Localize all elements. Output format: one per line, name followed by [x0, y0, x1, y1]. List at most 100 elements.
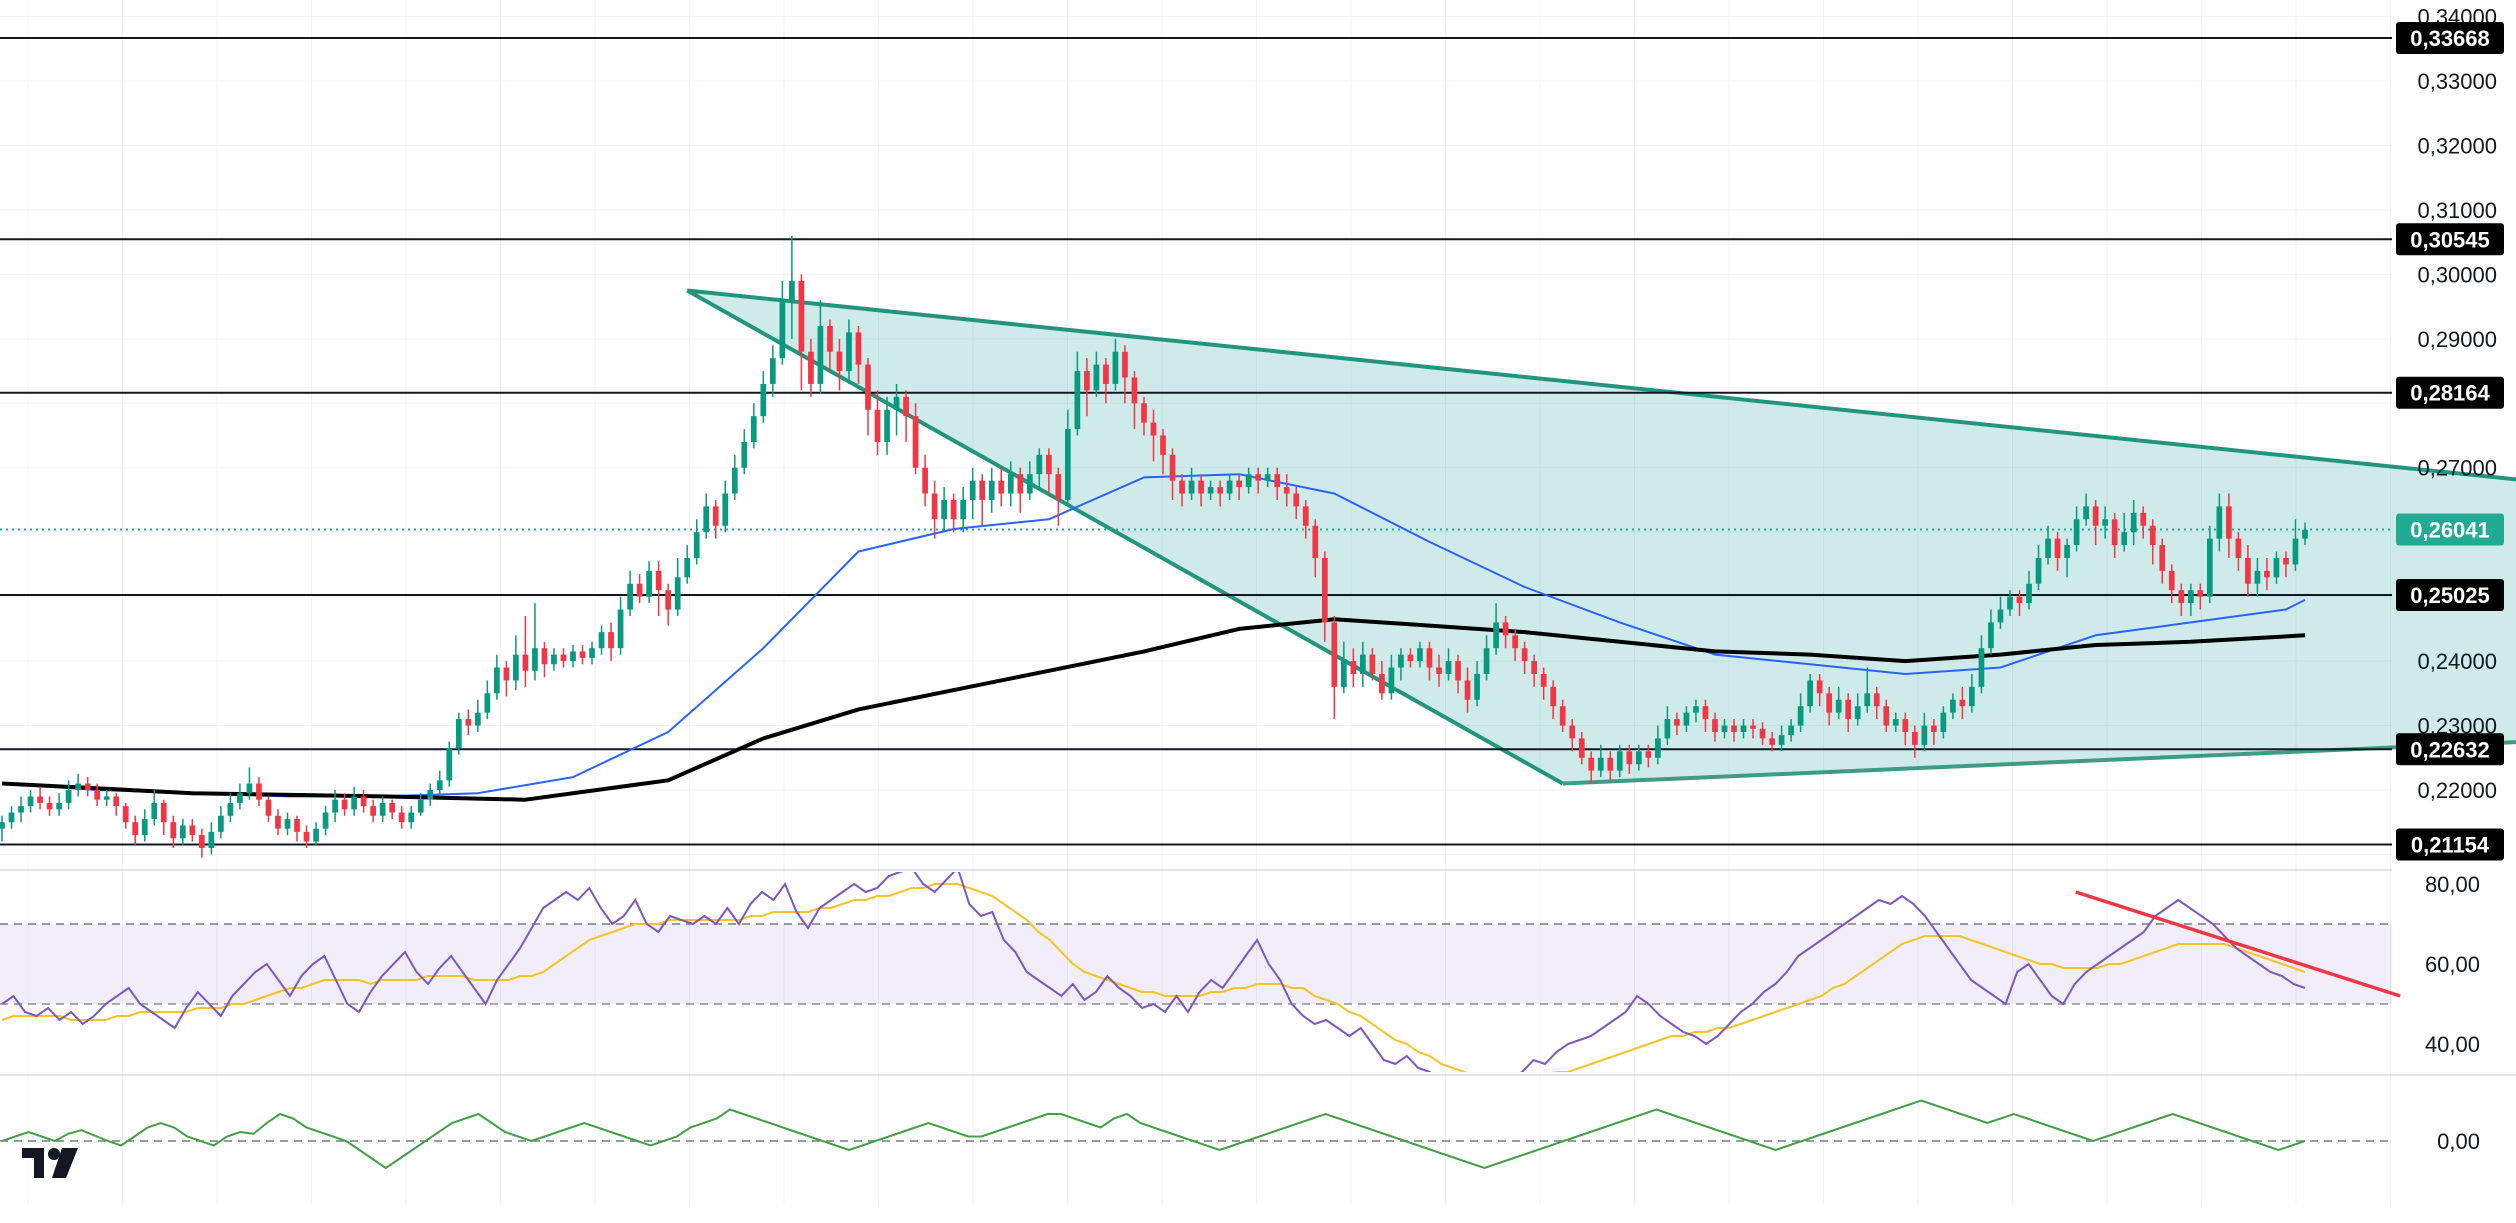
candle[interactable] [522, 615, 529, 687]
candle[interactable] [408, 806, 415, 829]
candle[interactable] [1731, 719, 1737, 742]
candle[interactable] [2073, 506, 2080, 552]
candle[interactable] [265, 796, 272, 823]
candle[interactable] [2102, 506, 2109, 539]
candle[interactable] [846, 319, 852, 384]
candle[interactable] [636, 574, 643, 604]
level-badge[interactable]: 0,28164 [2396, 376, 2504, 409]
candle[interactable] [532, 603, 538, 681]
candle[interactable] [2007, 590, 2013, 616]
candle[interactable] [513, 635, 519, 691]
candle[interactable] [1540, 667, 1547, 700]
candle[interactable] [1550, 680, 1557, 720]
candle[interactable] [1835, 686, 1842, 720]
candle[interactable] [712, 499, 719, 539]
candle[interactable] [370, 799, 376, 823]
rsi-lines[interactable] [1, 868, 2306, 1100]
candle[interactable] [827, 319, 833, 372]
candle[interactable] [998, 467, 1005, 507]
candle[interactable] [2083, 493, 2089, 526]
candle[interactable] [151, 789, 158, 826]
candle[interactable] [2302, 522, 2308, 546]
candle[interactable] [170, 815, 177, 848]
candle[interactable] [2264, 557, 2270, 591]
candle[interactable] [1759, 722, 1766, 745]
candle[interactable] [1464, 667, 1471, 713]
candle[interactable] [931, 480, 938, 539]
candle[interactable] [779, 280, 786, 365]
candle[interactable] [950, 493, 957, 533]
candle[interactable] [2111, 512, 2118, 558]
candle[interactable] [1892, 712, 1899, 732]
candle[interactable] [2016, 590, 2023, 616]
candle[interactable] [1531, 654, 1538, 687]
candle[interactable] [1693, 699, 1699, 723]
candle[interactable] [2197, 583, 2204, 610]
candle[interactable] [313, 822, 319, 845]
candle[interactable] [1160, 429, 1166, 475]
candle[interactable] [1350, 648, 1357, 687]
candle[interactable] [1702, 699, 1709, 732]
candle[interactable] [0, 815, 5, 842]
candle[interactable] [208, 822, 215, 855]
candle[interactable] [2159, 538, 2166, 584]
candle[interactable] [1950, 693, 1956, 720]
candle[interactable] [2273, 551, 2280, 584]
candle[interactable] [122, 802, 129, 829]
candle[interactable] [855, 325, 862, 384]
candle[interactable] [1569, 719, 1576, 752]
candle[interactable] [2121, 512, 2128, 552]
candle[interactable] [903, 390, 909, 442]
candle[interactable] [436, 770, 443, 797]
candle[interactable] [246, 767, 253, 800]
candle[interactable] [750, 403, 757, 449]
candle[interactable] [2216, 493, 2223, 552]
candle[interactable] [227, 793, 234, 823]
candle[interactable] [912, 403, 919, 475]
candle[interactable] [1521, 641, 1528, 674]
candle[interactable] [27, 789, 34, 813]
candle[interactable] [2168, 564, 2175, 604]
candle[interactable] [865, 358, 871, 436]
candle[interactable] [627, 570, 633, 616]
candle[interactable] [1245, 467, 1252, 494]
candle[interactable] [1122, 345, 1128, 404]
candle[interactable] [1274, 467, 1281, 500]
candle[interactable] [2254, 557, 2261, 597]
candle[interactable] [893, 383, 900, 436]
level-badge[interactable]: 0,22632 [2396, 733, 2504, 766]
candle[interactable] [1207, 480, 1214, 500]
candle[interactable] [598, 625, 605, 655]
candle[interactable] [731, 454, 738, 500]
candle[interactable] [760, 371, 767, 423]
candle[interactable] [1064, 409, 1071, 507]
candle[interactable] [455, 712, 462, 755]
candle[interactable] [1502, 615, 1509, 649]
candle[interactable] [941, 487, 947, 533]
candle[interactable] [446, 741, 453, 787]
candle[interactable] [1179, 474, 1185, 507]
candle[interactable] [817, 300, 824, 394]
candle[interactable] [1360, 641, 1366, 687]
candle[interactable] [351, 786, 357, 816]
candle[interactable] [969, 467, 976, 520]
candle[interactable] [1712, 712, 1718, 742]
candle[interactable] [427, 783, 434, 807]
candle[interactable] [1283, 474, 1290, 507]
candle[interactable] [1407, 648, 1414, 668]
candle[interactable] [2226, 493, 2232, 558]
candle[interactable] [84, 777, 91, 797]
rsi-trendline[interactable] [2075, 890, 2401, 998]
candle[interactable] [198, 828, 205, 858]
candle[interactable] [1664, 706, 1671, 745]
candle[interactable] [1312, 519, 1319, 578]
candle[interactable] [808, 338, 814, 397]
candle[interactable] [1369, 648, 1376, 681]
candle[interactable] [1483, 635, 1490, 681]
candle[interactable] [674, 557, 681, 616]
candle[interactable] [94, 783, 101, 807]
candle[interactable] [256, 777, 262, 807]
candle[interactable] [2054, 532, 2061, 571]
price-pane[interactable] [0, 36, 2516, 858]
candle[interactable] [741, 429, 748, 475]
